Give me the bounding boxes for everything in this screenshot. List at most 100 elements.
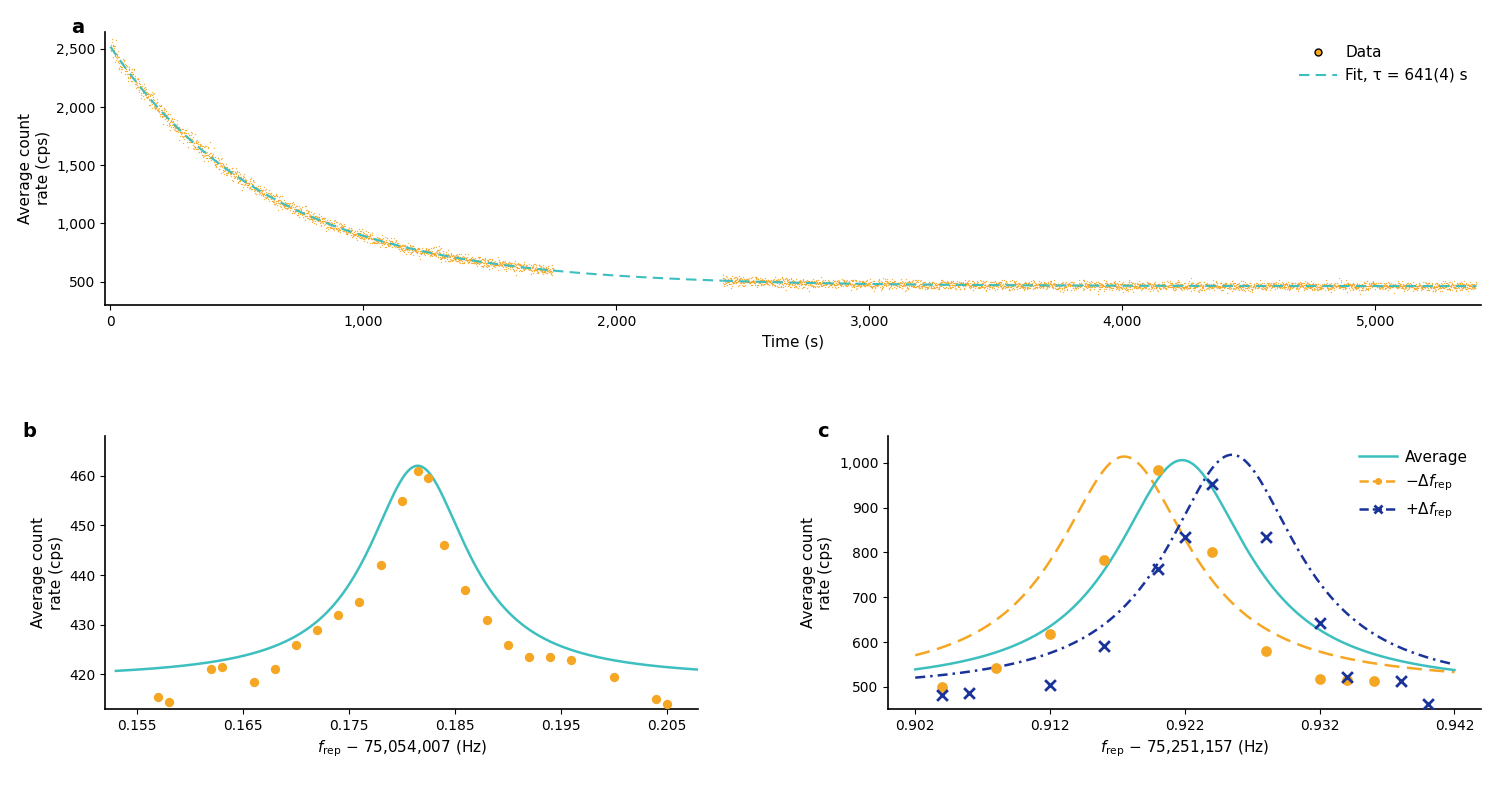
Point: [758, 275, 782, 288]
Point: [367, 236, 391, 248]
Point: [1423, 280, 1447, 292]
Point: [1343, 281, 1367, 293]
Point: [886, 277, 910, 290]
Point: [961, 284, 985, 296]
Point: [952, 279, 976, 292]
Point: [1460, 281, 1484, 294]
Point: [996, 281, 1020, 294]
Point: [1391, 278, 1415, 291]
Point: [444, 249, 468, 262]
Point: [716, 275, 740, 288]
Point: [1190, 278, 1214, 291]
Point: [776, 280, 800, 292]
Point: [738, 275, 763, 288]
Point: [194, 149, 218, 162]
Point: [999, 281, 1023, 294]
Point: [884, 277, 908, 290]
Point: [1020, 277, 1044, 290]
Point: [359, 232, 384, 244]
Point: [1191, 281, 1215, 293]
Point: [1190, 284, 1214, 297]
Point: [1328, 278, 1352, 291]
Point: [1394, 281, 1418, 294]
Point: [280, 207, 304, 220]
Point: [197, 152, 221, 165]
Point: [1032, 277, 1056, 290]
Point: [199, 147, 223, 159]
Point: [1302, 277, 1327, 290]
Point: [540, 258, 564, 271]
Point: [1385, 279, 1409, 292]
Point: [1209, 278, 1233, 291]
Point: [296, 211, 320, 224]
Point: [1295, 281, 1319, 293]
Point: [190, 142, 214, 154]
Point: [308, 219, 332, 232]
Point: [1086, 284, 1110, 297]
Point: [934, 277, 958, 290]
Point: [1178, 281, 1202, 294]
Point: [1328, 279, 1352, 292]
Point: [523, 258, 547, 271]
Point: [119, 69, 143, 81]
Point: [802, 277, 826, 289]
Point: [826, 276, 850, 288]
Point: [465, 256, 489, 269]
Point: [1236, 284, 1260, 296]
Point: [146, 690, 170, 703]
Point: [946, 280, 970, 292]
Point: [135, 87, 159, 100]
Point: [991, 281, 1015, 294]
Point: [379, 238, 403, 251]
Point: [444, 254, 468, 266]
Point: [498, 258, 522, 271]
Point: [308, 215, 332, 228]
Point: [892, 278, 916, 291]
Point: [805, 280, 829, 292]
Point: [1223, 282, 1247, 295]
Point: [523, 264, 547, 277]
Point: [797, 277, 821, 290]
Point: [298, 210, 322, 222]
Point: [302, 213, 326, 225]
Point: [305, 213, 329, 225]
Point: [1185, 277, 1209, 290]
Point: [838, 277, 862, 290]
Point: [769, 273, 793, 286]
Point: [737, 276, 761, 288]
Point: [1343, 281, 1367, 293]
Point: [1125, 280, 1149, 292]
Point: [250, 185, 274, 198]
Point: [409, 246, 433, 258]
Point: [1128, 281, 1152, 293]
Point: [183, 136, 208, 148]
Point: [1139, 277, 1163, 290]
Point: [787, 281, 811, 294]
Point: [978, 277, 1002, 290]
Point: [937, 281, 961, 294]
Point: [716, 276, 740, 288]
Point: [717, 274, 741, 287]
Point: [1053, 280, 1077, 292]
Point: [507, 262, 531, 274]
Point: [1387, 275, 1411, 288]
Point: [1220, 284, 1244, 297]
Point: [218, 165, 242, 177]
Point: [269, 190, 293, 203]
Point: [1217, 281, 1241, 294]
Point: [1119, 276, 1143, 288]
Point: [186, 142, 211, 154]
Point: [1361, 278, 1385, 291]
Point: [209, 152, 233, 165]
Point: [1451, 277, 1475, 290]
Point: [982, 278, 1006, 291]
Point: [720, 279, 744, 292]
Point: [287, 200, 311, 213]
Point: [200, 148, 224, 161]
Point: [439, 254, 463, 266]
Point: [1241, 280, 1265, 292]
Point: [781, 274, 805, 287]
Point: [1163, 280, 1187, 292]
Point: [528, 262, 552, 274]
Point: [821, 277, 845, 289]
